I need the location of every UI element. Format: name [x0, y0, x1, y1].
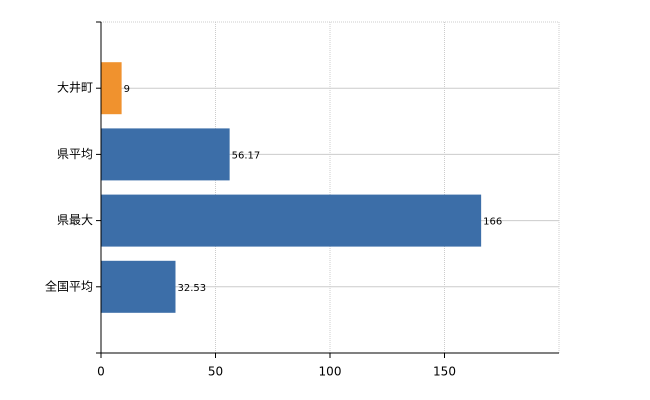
value-label: 56.17 — [232, 150, 261, 161]
y-tick-label: 県平均 — [57, 147, 93, 161]
value-label: 9 — [124, 84, 130, 95]
y-tick-label: 大井町 — [57, 81, 93, 95]
y-tick-label: 全国平均 — [45, 278, 93, 293]
x-tick-label: 150 — [433, 365, 456, 379]
x-tick-label: 100 — [319, 365, 342, 379]
value-label: 166 — [483, 217, 502, 228]
value-label: 32.53 — [177, 283, 206, 294]
bar — [101, 260, 176, 313]
bar — [101, 128, 230, 181]
bar — [101, 62, 122, 115]
x-tick-label: 50 — [208, 365, 223, 379]
y-tick-label: 県最大 — [57, 213, 93, 227]
bar — [101, 194, 482, 247]
x-tick-label: 0 — [97, 365, 105, 379]
